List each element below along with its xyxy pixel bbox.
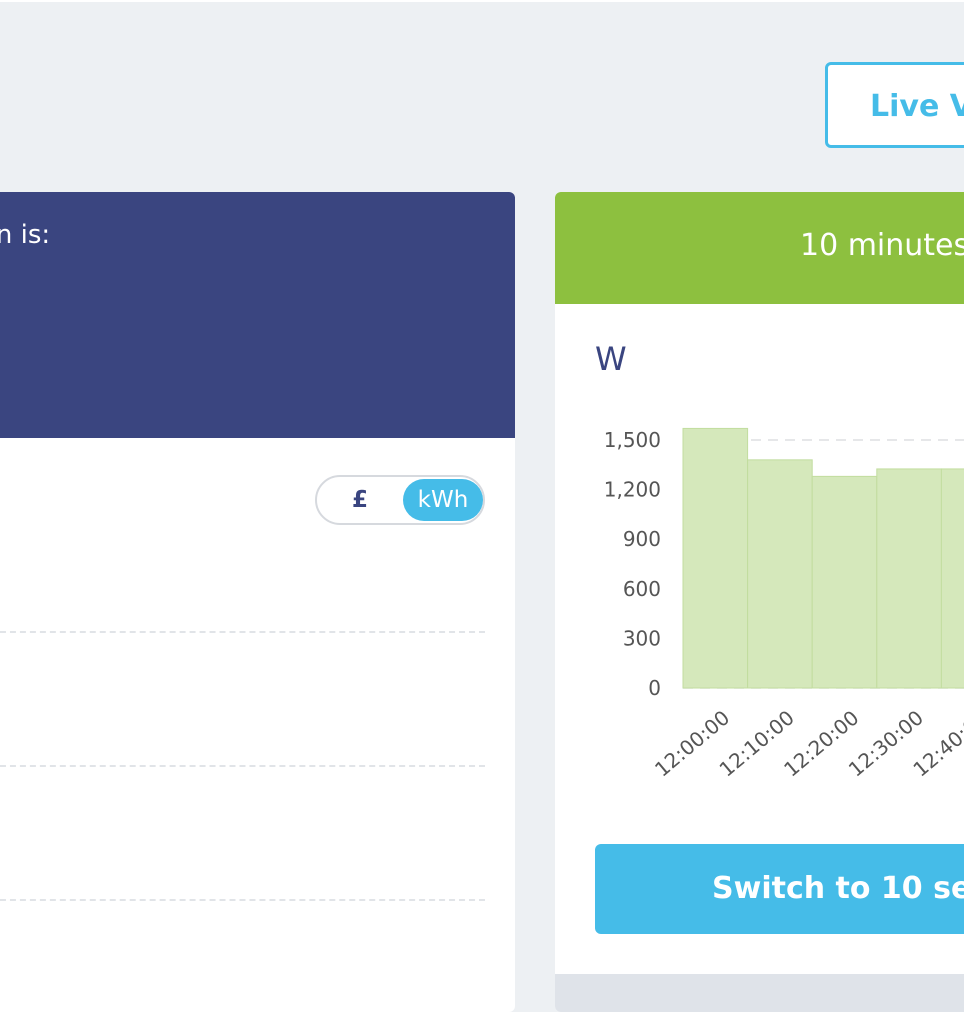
top-strip — [0, 0, 964, 2]
chart-bar — [876, 468, 942, 689]
y-tick-label: 0 — [648, 676, 661, 700]
chart-card-title: 10 minutes — [800, 228, 964, 263]
chart-card: 10 minutes W 0 300 600 900 1,200 1,500 12:00:0… — [555, 192, 964, 1012]
consumption-gridline — [0, 631, 485, 633]
switch-interval-button[interactable]: Switch to 10 sec — [595, 844, 964, 934]
live-view-button[interactable]: Live V — [825, 62, 964, 148]
consumption-gridline — [0, 899, 485, 901]
chart-unit-label: W — [595, 340, 627, 378]
chart-bar — [747, 459, 813, 689]
chart-card-footer — [555, 974, 964, 1012]
y-tick-label: 1,500 — [604, 428, 661, 452]
chart-bar — [682, 427, 749, 689]
chart-bar — [940, 468, 964, 689]
y-tick-label: 600 — [623, 577, 661, 601]
chart-card-header: 10 minutes — [555, 192, 964, 304]
consumption-card-header: on is: — [0, 192, 515, 438]
consumption-heading: on is: — [0, 220, 51, 250]
power-bar-chart: 03006009001,2001,50012:00:0012:10:0012:2… — [604, 427, 964, 782]
toggle-kwh-option[interactable]: kWh — [403, 479, 483, 521]
y-tick-label: 1,200 — [604, 478, 661, 502]
unit-toggle[interactable]: £ kWh — [315, 475, 485, 525]
chart-bar — [811, 475, 878, 689]
consumption-card: on is: £ kWh — [0, 192, 515, 1012]
consumption-gridline — [0, 765, 485, 767]
y-tick-label: 900 — [623, 527, 661, 551]
y-tick-label: 300 — [623, 626, 661, 650]
toggle-pound-option[interactable]: £ — [351, 487, 368, 513]
